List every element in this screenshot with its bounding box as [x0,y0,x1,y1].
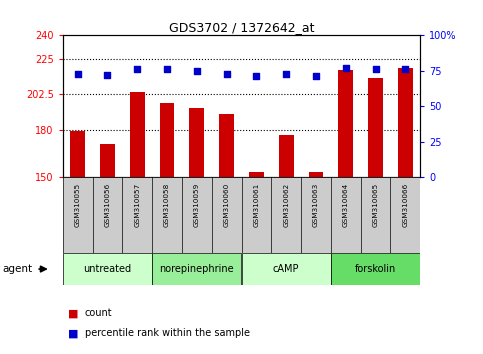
Bar [242,253,331,285]
Text: forskolin: forskolin [355,264,396,274]
Text: untreated: untreated [84,264,131,274]
Point [74,71,82,76]
Bar [338,70,353,177]
Bar [279,135,294,177]
Point [104,72,112,78]
Text: GSM310058: GSM310058 [164,183,170,227]
Bar [219,114,234,177]
Point [342,65,350,71]
Point [223,71,230,76]
Bar [398,68,413,177]
Bar [189,108,204,177]
Bar [152,253,242,285]
Bar [70,131,85,177]
Text: cAMP: cAMP [273,264,299,274]
Bar [100,144,115,177]
Text: ■: ■ [68,308,78,318]
Text: count: count [85,308,112,318]
Text: GSM310063: GSM310063 [313,183,319,227]
Text: ■: ■ [68,329,78,338]
Bar [63,253,152,285]
Text: GSM310066: GSM310066 [402,183,408,227]
Text: GSM310055: GSM310055 [75,183,81,227]
Text: GSM310064: GSM310064 [343,183,349,227]
Point [163,67,171,72]
Point [282,71,290,76]
Bar [309,172,324,177]
Text: GSM310059: GSM310059 [194,183,200,227]
Bar [130,92,145,177]
Text: GSM310062: GSM310062 [283,183,289,227]
Title: GDS3702 / 1372642_at: GDS3702 / 1372642_at [169,21,314,34]
Point [253,74,260,79]
Point [312,74,320,79]
Text: GSM310065: GSM310065 [372,183,379,227]
Text: agent: agent [2,264,32,274]
Point [133,67,141,72]
Bar [249,172,264,177]
Text: GSM310056: GSM310056 [104,183,111,227]
Text: norepinephrine: norepinephrine [159,264,234,274]
Point [193,68,201,74]
Point [401,67,409,72]
Text: percentile rank within the sample: percentile rank within the sample [85,329,250,338]
Bar [159,103,174,177]
Bar [368,78,383,177]
Bar [331,253,420,285]
Point [372,67,380,72]
Text: GSM310060: GSM310060 [224,183,229,227]
Text: GSM310061: GSM310061 [254,183,259,227]
Text: GSM310057: GSM310057 [134,183,140,227]
